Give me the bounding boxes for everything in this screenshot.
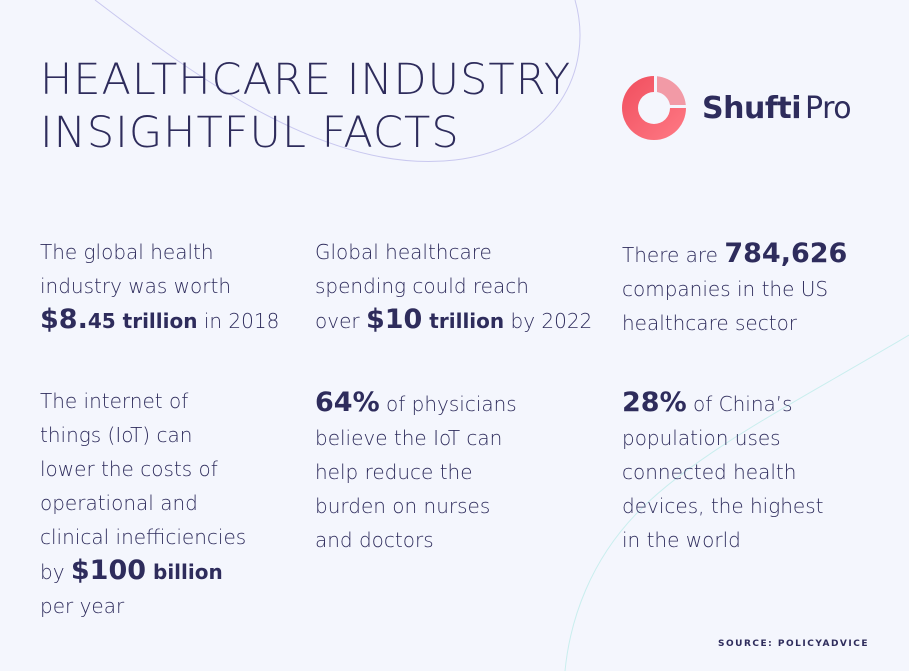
title-line-1: HEALTHCARE INDUSTRY [40,55,572,105]
fact-line: healthcare sector [622,311,798,335]
fact-value: $100 [70,555,147,586]
fact-iot-cost: The internet of things (IoT) can lower t… [40,384,246,623]
fact-global-health-worth: The global health industry was worth $8.… [40,235,279,338]
fact-global-spending: Global healthcare spending could reach o… [315,235,592,338]
fact-suffix: in 2018 [197,309,280,333]
fact-rest: of physicians [379,392,517,416]
shufti-pro-logo: Shufti Pro [620,72,852,144]
fact-line: 64% of physicians [315,386,517,421]
fact-line: operational and [40,491,198,515]
fact-prefix: over [315,309,366,333]
fact-value: 64% [315,387,380,418]
fact-line: clinical inefficiencies [40,525,247,549]
fact-us-companies: There are 784,626 companies in the US he… [622,237,847,340]
fact-value-decimal: 45 [87,309,116,333]
logo-wordmark: Shufti Pro [702,90,852,126]
fact-prefix: by [40,560,71,584]
fact-line: burden on nurses [315,494,491,518]
fact-line: connected health [622,460,797,484]
fact-line: lower the costs of [40,457,218,481]
fact-line: There are 784,626 [622,237,847,272]
fact-unit: trillion [422,309,505,333]
fact-value: 784,626 [724,238,848,269]
fact-prefix: There are [622,243,725,267]
fact-line: believe the IoT can [315,426,503,450]
source-credit: SOURCE: POLICYADVICE [718,639,869,649]
fact-line: spending could reach [315,274,529,298]
fact-china-population: 28% of China’s population uses connected… [622,386,823,557]
fact-value: $8. [40,304,88,335]
fact-line: and doctors [315,528,434,552]
fact-line: 28% of China’s [622,386,823,421]
fact-line: per year [40,594,125,618]
fact-unit: billion [146,560,223,584]
fact-line: devices, the highest [622,494,824,518]
fact-line: help reduce the [315,460,473,484]
fact-value: $10 [365,304,423,335]
logo-text-bold: Shufti [702,90,802,126]
fact-line: Global healthcare [315,240,492,264]
fact-line: over $10 trillion by 2022 [315,303,592,338]
fact-line: industry was worth [40,274,232,298]
fact-line: population uses [622,426,781,450]
fact-line: things (IoT) can [40,423,193,447]
fact-line: $8.45 trillion in 2018 [40,303,279,338]
fact-suffix: by 2022 [504,309,593,333]
page-title: HEALTHCARE INDUSTRY INSIGHTFUL FACTS [40,54,571,160]
title-line-2: INSIGHTFUL FACTS [40,108,460,158]
fact-unit: trillion [115,309,198,333]
logo-text-regular: Pro [805,90,852,126]
fact-physicians-iot: 64% of physicians believe the IoT can he… [315,386,517,557]
fact-rest: of China’s [686,392,793,416]
fact-value: 28% [622,387,687,418]
fact-line: companies in the US [622,277,829,301]
fact-line: The internet of [40,389,189,413]
fact-line: in the world [622,528,741,552]
fact-line: by $100 billion [40,554,246,589]
fact-line: The global health [40,240,214,264]
shufti-ring-logo-icon [622,76,686,140]
